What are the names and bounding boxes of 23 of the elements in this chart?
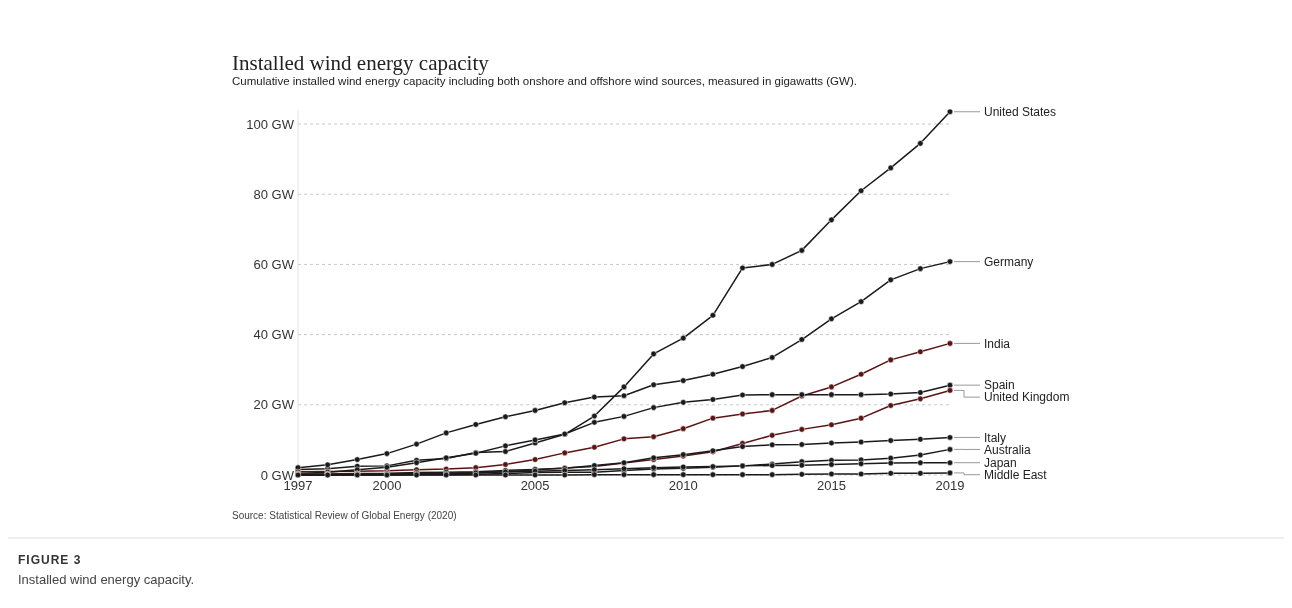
text: Italy — [984, 430, 1007, 445]
text: United Kingdom — [984, 390, 1070, 405]
x-tick-label: 2019 — [935, 478, 965, 493]
text: Installed wind energy capacity. — [18, 572, 195, 587]
text: Spain — [984, 378, 1015, 393]
x-tick-label: 1997 — [283, 478, 313, 493]
x-tick-label: 2015 — [816, 478, 846, 493]
text: Japan — [984, 455, 1017, 470]
text: India — [984, 336, 1011, 351]
text: Germany — [984, 254, 1034, 269]
chart-title: Installed wind energy capacity — [232, 51, 490, 75]
x-tick-label: 2010 — [668, 478, 698, 493]
y-tick-label: 40 GW — [253, 327, 295, 343]
source-note: Source: Statistical Review of Global Energy (2020) — [232, 510, 457, 521]
x-tick-label: 2000 — [372, 478, 402, 493]
chart-subtitle: Cumulative installed wind energy capacity including both onshore and offshore wind sources, measured in gigawatts (GW). — [232, 75, 857, 87]
text: United States — [984, 104, 1057, 119]
caption: FIGURE 3 — [18, 553, 82, 567]
y-tick-label: 80 GW — [253, 186, 295, 202]
y-tick-label: 20 GW — [253, 397, 295, 413]
y-tick-label: 60 GW — [253, 256, 295, 272]
y-tick-label: 100 GW — [246, 116, 295, 132]
x-tick-label: 2005 — [520, 478, 550, 493]
